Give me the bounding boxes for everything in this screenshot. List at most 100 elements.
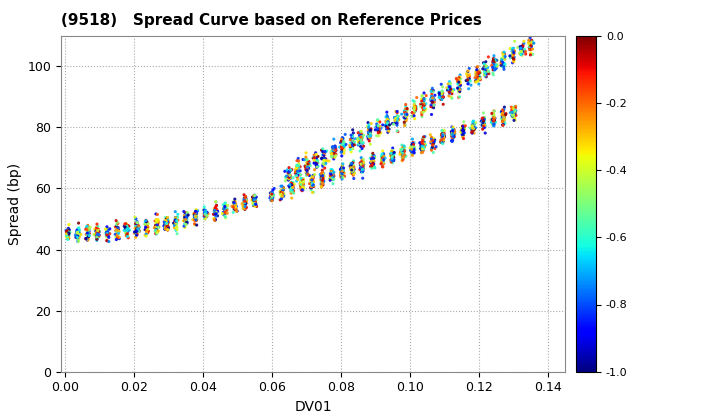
- Point: [336, 152, 348, 159]
- Point: [375, 160, 387, 167]
- Point: [121, 227, 132, 234]
- Point: [140, 220, 152, 226]
- Point: [367, 159, 379, 165]
- Point: [101, 229, 112, 236]
- Point: [169, 215, 181, 222]
- Point: [408, 147, 420, 154]
- Point: [508, 51, 520, 58]
- Point: [462, 80, 474, 87]
- Point: [479, 67, 490, 74]
- Point: [217, 209, 229, 216]
- Point: [364, 135, 376, 142]
- Point: [354, 136, 365, 142]
- Point: [121, 229, 132, 236]
- Point: [346, 170, 358, 176]
- Point: [377, 151, 389, 158]
- Point: [249, 201, 261, 207]
- Point: [210, 203, 222, 210]
- Point: [328, 174, 339, 181]
- Point: [307, 172, 318, 179]
- Point: [472, 74, 484, 81]
- Point: [220, 207, 231, 214]
- Point: [426, 91, 438, 97]
- Point: [91, 232, 102, 239]
- Point: [354, 162, 366, 168]
- Point: [346, 162, 357, 168]
- Point: [477, 115, 489, 121]
- Point: [467, 126, 479, 133]
- Point: [328, 172, 339, 179]
- Point: [506, 54, 518, 60]
- Point: [294, 183, 306, 189]
- Point: [348, 139, 360, 146]
- Point: [508, 108, 520, 115]
- Point: [239, 205, 251, 212]
- Point: [408, 141, 419, 148]
- Point: [417, 140, 428, 147]
- Point: [81, 227, 93, 234]
- Point: [170, 217, 181, 223]
- Point: [515, 48, 526, 55]
- Point: [467, 128, 479, 135]
- Point: [428, 94, 439, 101]
- Point: [417, 100, 428, 107]
- Point: [527, 51, 539, 58]
- Point: [347, 164, 359, 171]
- Point: [386, 157, 397, 163]
- Point: [464, 78, 476, 84]
- Point: [408, 110, 420, 117]
- Point: [416, 100, 428, 106]
- Point: [438, 101, 449, 108]
- Point: [437, 94, 449, 101]
- Point: [488, 63, 500, 70]
- Point: [408, 145, 420, 152]
- Point: [159, 219, 171, 226]
- Point: [229, 201, 240, 207]
- Point: [374, 129, 386, 136]
- Point: [347, 165, 359, 171]
- Point: [468, 118, 480, 124]
- Point: [238, 205, 249, 212]
- Point: [179, 215, 190, 222]
- Point: [467, 127, 479, 134]
- Point: [446, 134, 458, 141]
- Point: [339, 142, 351, 148]
- Point: [73, 229, 84, 236]
- Point: [179, 223, 190, 230]
- Point: [457, 134, 469, 140]
- Point: [179, 214, 191, 220]
- Point: [317, 177, 328, 184]
- Point: [294, 182, 306, 189]
- Point: [199, 215, 211, 222]
- Point: [120, 220, 132, 227]
- Point: [498, 63, 510, 70]
- Point: [405, 148, 417, 155]
- Point: [210, 210, 222, 217]
- Point: [142, 219, 153, 226]
- Point: [251, 203, 262, 210]
- Point: [190, 216, 202, 223]
- Point: [417, 143, 428, 150]
- Point: [202, 209, 213, 216]
- Point: [201, 213, 212, 220]
- Point: [160, 218, 171, 225]
- Point: [464, 125, 476, 131]
- Point: [238, 203, 250, 210]
- Point: [411, 94, 423, 101]
- Point: [303, 165, 315, 171]
- Point: [398, 147, 410, 154]
- Point: [516, 52, 528, 58]
- Point: [454, 83, 465, 90]
- Point: [358, 164, 369, 171]
- Point: [441, 87, 453, 93]
- Point: [287, 184, 298, 191]
- Point: [447, 131, 459, 138]
- Point: [366, 163, 377, 169]
- Point: [141, 222, 153, 229]
- Point: [72, 228, 84, 235]
- Point: [456, 128, 468, 134]
- Point: [229, 196, 240, 202]
- Point: [318, 170, 329, 176]
- Point: [490, 64, 501, 71]
- Point: [228, 200, 240, 207]
